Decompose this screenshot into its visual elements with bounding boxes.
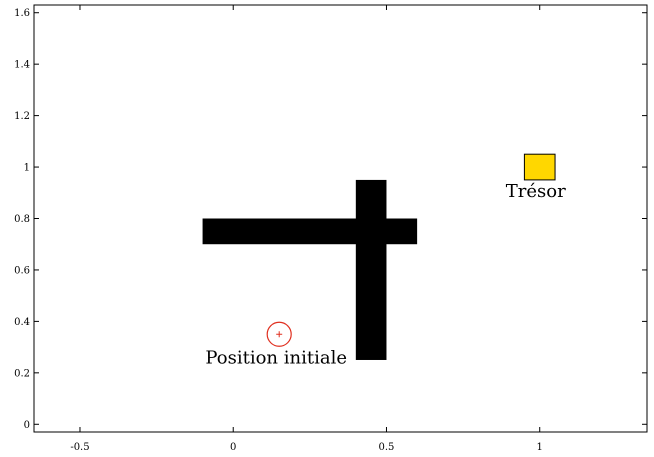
start-position-label: Position initiale <box>205 347 347 368</box>
y-tick-label: 1.4 <box>14 60 30 71</box>
y-tick-label: 0.8 <box>14 214 30 225</box>
x-tick-label: 1 <box>537 442 543 453</box>
treasure-label: Trésor <box>506 181 566 202</box>
y-axis: 0 0.2 0.4 0.6 0.8 1 1.2 1.4 1.6 <box>14 8 647 431</box>
y-tick-label: 0.2 <box>14 368 30 379</box>
x-tick-label: 0.5 <box>379 442 395 453</box>
obstacles <box>202 179 418 360</box>
obstacle-bar-2 <box>355 179 387 360</box>
start-position-circle <box>266 321 292 347</box>
y-tick-label: 1.2 <box>14 111 30 122</box>
x-tick-label: -0.5 <box>70 442 89 453</box>
y-tick-label: 0.4 <box>14 317 30 328</box>
x-axis: -0.5 0 0.5 1 <box>70 5 543 453</box>
y-tick-label: 0.6 <box>14 265 30 276</box>
treasure-marker <box>523 153 556 181</box>
y-tick-label: 0 <box>24 420 30 431</box>
x-tick-label: 0 <box>230 442 236 453</box>
y-tick-label: 1 <box>24 163 30 174</box>
y-tick-label: 1.6 <box>14 8 30 19</box>
start-position-plus-icon <box>276 331 283 338</box>
